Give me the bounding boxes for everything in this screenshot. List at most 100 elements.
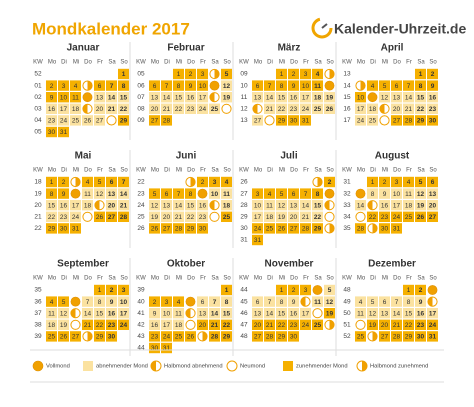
day-number: 18: [223, 202, 231, 209]
waxing-day: [312, 80, 323, 91]
waning-day: [276, 211, 287, 222]
week-number: 12: [240, 106, 248, 113]
day-number: 26: [278, 226, 286, 233]
waxing-day: [300, 284, 311, 296]
waxing-day: [403, 284, 414, 296]
moon-phase: [264, 115, 275, 126]
moon-phase: [324, 188, 335, 199]
waxing-day: [288, 284, 299, 296]
weekday-label: Mo: [151, 276, 160, 282]
day-number: 17: [72, 202, 80, 209]
waning-day: [209, 103, 220, 114]
waning-day: [94, 188, 105, 199]
day-number: 23: [151, 334, 159, 341]
waxing-day: [276, 115, 287, 126]
waning-day: [209, 188, 220, 199]
day-number: 6: [256, 83, 260, 90]
day-number: 7: [213, 299, 217, 306]
moon-phase: [367, 200, 378, 211]
day-number: 23: [290, 106, 298, 113]
day-number: 17: [393, 202, 401, 209]
day-number: 25: [266, 226, 274, 233]
waxing-day: [312, 188, 323, 199]
waning-day: [391, 92, 402, 103]
day-number: 2: [292, 71, 296, 78]
week-number: 23: [137, 190, 145, 197]
day-number: 25: [405, 214, 413, 221]
first-quarter-icon: [317, 177, 323, 187]
day-number: 26: [151, 226, 159, 233]
waxing-day: [276, 68, 287, 80]
day-number: 14: [84, 310, 92, 317]
waning-day: [58, 115, 69, 126]
waning-day: [118, 103, 129, 114]
day-number: 16: [48, 106, 56, 113]
first-quarter-icon: [202, 331, 208, 341]
day-number: 8: [225, 299, 229, 306]
new-moon-icon: [226, 360, 238, 372]
day-number: 21: [163, 106, 171, 113]
waning-day: [355, 115, 366, 126]
day-number: 5: [153, 191, 157, 198]
weekday-label: Mo: [151, 168, 160, 174]
waxing-day: [149, 188, 160, 199]
day-number: 20: [254, 322, 262, 329]
waxing-day: [403, 80, 414, 91]
day-number: 12: [417, 191, 425, 198]
day-number: 12: [60, 310, 68, 317]
first-quarter-icon: [75, 177, 81, 187]
day-number: 4: [359, 299, 363, 306]
week-number: 06: [137, 82, 145, 89]
waning-day: [252, 115, 263, 126]
day-number: 17: [60, 106, 68, 113]
day-number: 3: [395, 179, 399, 186]
waning-day: [403, 296, 414, 307]
waxing-day: [149, 223, 160, 234]
waxing-day: [173, 188, 184, 199]
waxing-day: [185, 188, 196, 199]
weekday-label: KW: [239, 276, 249, 282]
weekday-label: So: [429, 276, 437, 282]
day-number: 1: [419, 71, 423, 78]
week-number: 03: [34, 106, 42, 113]
waxing-day: [415, 115, 426, 126]
last-quarter-icon: [209, 200, 215, 210]
weekday-label: Fr: [303, 168, 309, 174]
waning-day: [276, 103, 287, 114]
day-number: 7: [395, 299, 399, 306]
waxing-day: [58, 188, 69, 199]
weekday-label: Mi: [176, 168, 182, 174]
day-number: 4: [407, 179, 411, 186]
moon-phase: [185, 176, 196, 188]
waning-day: [173, 92, 184, 103]
weekday-label: Di: [164, 60, 170, 66]
weekday-label: KW: [342, 168, 352, 174]
week-number: 35: [34, 287, 42, 294]
weekday-label: Di: [164, 168, 170, 174]
day-number: 27: [429, 214, 437, 221]
waxing-day: [221, 319, 232, 330]
weekday-label: Fr: [406, 276, 412, 282]
logo-hand: [321, 23, 328, 29]
day-number: 29: [278, 334, 286, 341]
legend: Vollmond abnehmender Mond Halbmond abnehme…: [30, 349, 444, 383]
waning-day: [264, 296, 275, 307]
day-number: 6: [153, 83, 157, 90]
day-number: 2: [419, 287, 423, 294]
waning-day: [58, 211, 69, 222]
moon-phase: [82, 92, 93, 103]
waxing-day: [415, 176, 426, 188]
waning-day: [46, 308, 57, 319]
week-number: 28: [240, 202, 248, 209]
day-number: 22: [175, 106, 183, 113]
week-number: 38: [34, 322, 42, 329]
day-number: 7: [86, 299, 90, 306]
week-number: 19: [34, 190, 42, 197]
week-number: 30: [240, 225, 248, 232]
waning-day: [355, 103, 366, 114]
day-number: 31: [254, 237, 262, 244]
moon-phase: [355, 319, 366, 330]
waning-day: [324, 92, 335, 103]
day-number: 28: [357, 226, 365, 233]
day-number: 12: [381, 94, 389, 101]
